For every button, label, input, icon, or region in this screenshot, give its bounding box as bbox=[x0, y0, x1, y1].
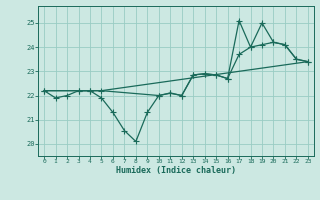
X-axis label: Humidex (Indice chaleur): Humidex (Indice chaleur) bbox=[116, 166, 236, 175]
